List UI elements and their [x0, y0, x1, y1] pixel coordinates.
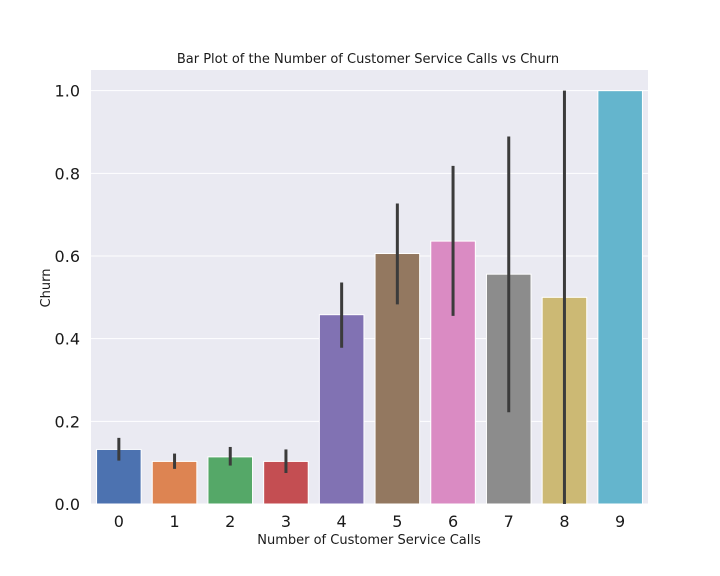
bar-9 [597, 90, 643, 505]
x-tick-label: 9 [615, 512, 625, 531]
y-tick-label: 0.6 [55, 247, 80, 266]
y-axis-ticks: 0.0 0.2 0.4 0.6 0.8 1.0 [55, 82, 80, 514]
error-bars [117, 90, 566, 504]
y-tick-label: 0.8 [55, 164, 80, 183]
x-tick-label: 1 [169, 512, 179, 531]
x-tick-label: 4 [337, 512, 347, 531]
x-tick-label: 6 [448, 512, 458, 531]
x-tick-label: 2 [225, 512, 235, 531]
y-tick-label: 0.4 [55, 330, 80, 349]
chart-title: Bar Plot of the Number of Customer Servi… [177, 52, 559, 67]
x-tick-label: 3 [281, 512, 291, 531]
x-tick-label: 5 [392, 512, 402, 531]
x-tick-label: 8 [559, 512, 569, 531]
y-tick-label: 0.2 [55, 412, 80, 431]
x-tick-label: 7 [504, 512, 514, 531]
x-tick-label: 0 [114, 512, 124, 531]
y-axis-label: Churn [39, 269, 54, 308]
y-tick-label: 0.0 [55, 495, 80, 514]
y-tick-label: 1.0 [55, 82, 80, 101]
x-axis-ticks: 0 1 2 3 4 5 6 7 8 9 [114, 512, 625, 531]
x-axis-label: Number of Customer Service Calls [257, 533, 481, 548]
